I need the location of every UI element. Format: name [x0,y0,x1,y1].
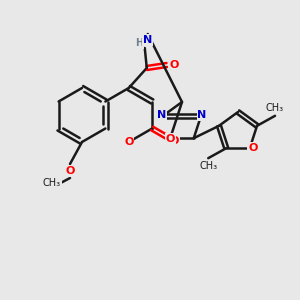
Text: CH₃: CH₃ [266,103,284,113]
Text: N: N [197,110,207,120]
Text: O: O [248,143,257,153]
Text: O: O [169,60,178,70]
Text: H: H [135,38,143,48]
Text: N: N [158,110,166,120]
Text: N: N [143,35,152,45]
Text: O: O [65,166,75,176]
Text: CH₃: CH₃ [43,178,61,188]
Text: CH₃: CH₃ [199,161,217,171]
Text: O: O [170,136,179,146]
Text: O: O [124,137,134,147]
Text: O: O [166,134,175,144]
